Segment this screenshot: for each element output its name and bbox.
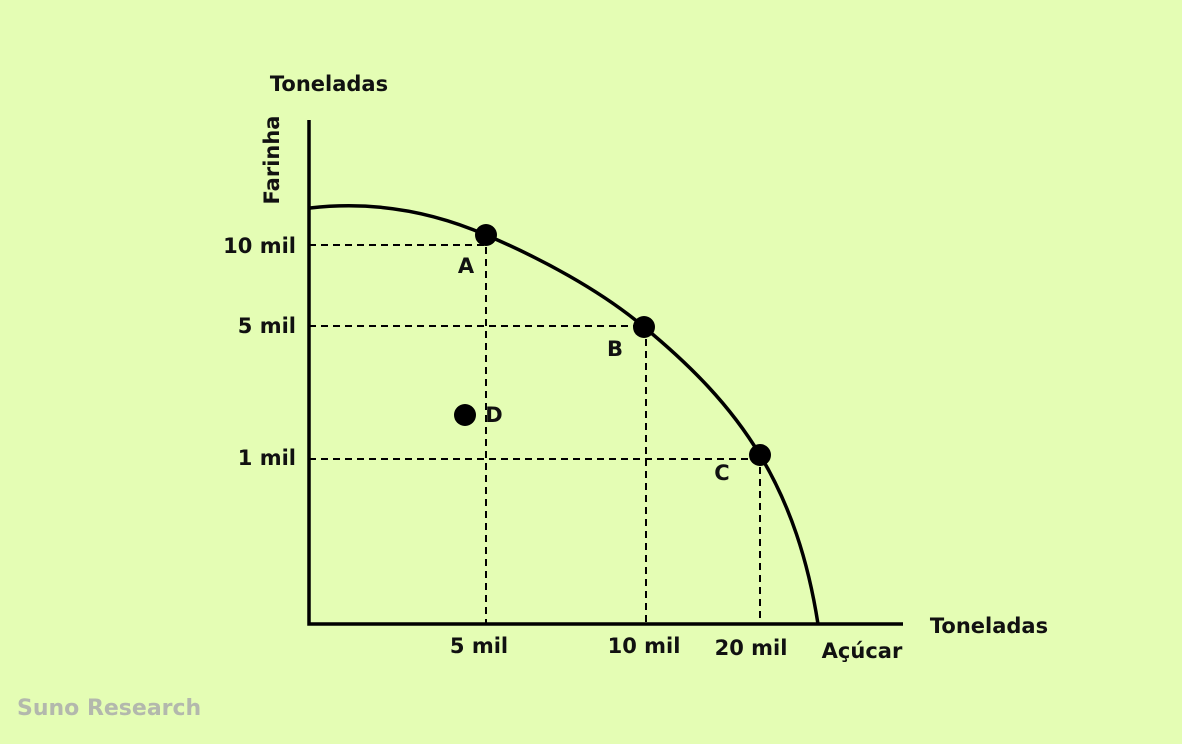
x-tick-label: 5 mil — [450, 634, 508, 658]
x-tick-label: 10 mil — [608, 634, 681, 658]
x-axis-unit: Toneladas — [930, 614, 1048, 638]
point-label: B — [607, 337, 623, 361]
guide-c — [309, 455, 761, 624]
x-tick-label: 20 mil — [715, 636, 788, 660]
watermark: Suno Research — [17, 696, 201, 721]
guide-b — [309, 325, 647, 624]
axes — [307, 120, 903, 626]
point-label: D — [485, 403, 502, 427]
y-tick-label: 10 mil — [223, 234, 296, 258]
y-tick-label: 5 mil — [238, 314, 296, 338]
y-axis-label: Farinha — [260, 116, 284, 205]
x-axis-label: Açúcar — [822, 639, 903, 663]
point-label: A — [458, 254, 475, 278]
guide-a — [309, 235, 487, 624]
point-dot — [475, 224, 497, 246]
point-dot — [749, 444, 771, 466]
y-axis-unit: Toneladas — [270, 72, 388, 96]
y-tick-label: 1 mil — [238, 446, 296, 470]
point-dot — [454, 404, 476, 426]
point-dot — [633, 316, 655, 338]
point-label: C — [714, 461, 729, 485]
